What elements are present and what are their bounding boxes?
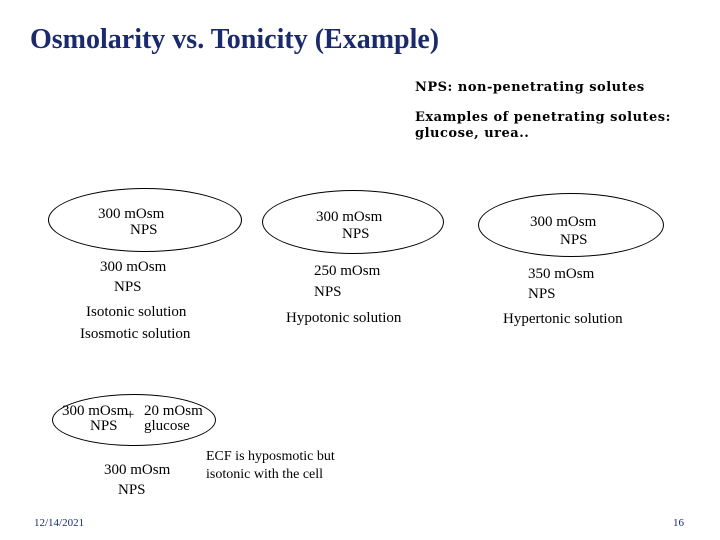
isosmotic-label: Isosmotic solution	[80, 326, 191, 342]
plus-sign: +	[126, 407, 135, 423]
isotonic-solution-nps: NPS	[114, 279, 142, 295]
isotonic-solution-osm: 300 mOsm	[100, 259, 167, 275]
slide-title: Osmolarity vs. Tonicity (Example)	[30, 24, 440, 55]
glucose-name: glucose	[144, 418, 190, 434]
examples-heading: Examples of penetrating solutes:	[415, 110, 671, 125]
hypotonic-solution-osm: 250 mOsm	[314, 263, 381, 279]
ecf-note-line2: isotonic with the cell	[206, 467, 324, 482]
isotonic-cell-ellipse	[48, 188, 242, 252]
hypotonic-cell-osm: 300 mOsm	[316, 209, 383, 225]
hypertonic-solution-nps: NPS	[528, 286, 556, 302]
hypertonic-cell-nps: NPS	[560, 232, 588, 248]
examples-list: glucose, urea..	[415, 126, 530, 141]
glucose-cell-osm: 300 mOsm	[62, 403, 129, 419]
glucose-cell-ellipse	[52, 394, 216, 446]
isotonic-cell-nps: NPS	[130, 222, 158, 238]
hypotonic-cell-ellipse	[262, 190, 444, 254]
page-number: 16	[673, 517, 684, 529]
glucose-solution-osm: 300 mOsm	[104, 462, 171, 478]
hypertonic-solution-osm: 350 mOsm	[528, 266, 595, 282]
isotonic-cell-osm: 300 mOsm	[98, 206, 165, 222]
glucose-cell-nps: NPS	[90, 418, 118, 434]
hypotonic-cell-nps: NPS	[342, 226, 370, 242]
footer-date: 12/14/2021	[34, 517, 85, 529]
hypotonic-solution-nps: NPS	[314, 284, 342, 300]
isotonic-label: Isotonic solution	[86, 304, 187, 320]
nps-definition: NPS: non-penetrating solutes	[415, 80, 645, 95]
hypertonic-label: Hypertonic solution	[503, 311, 623, 327]
glucose-solution-nps: NPS	[118, 482, 146, 498]
hypotonic-label: Hypotonic solution	[286, 310, 402, 326]
hypertonic-cell-osm: 300 mOsm	[530, 214, 597, 230]
ecf-note-line1: ECF is hyposmotic but	[206, 449, 335, 464]
hypertonic-cell-ellipse	[478, 193, 664, 257]
glucose-osm: 20 mOsm	[144, 403, 203, 419]
